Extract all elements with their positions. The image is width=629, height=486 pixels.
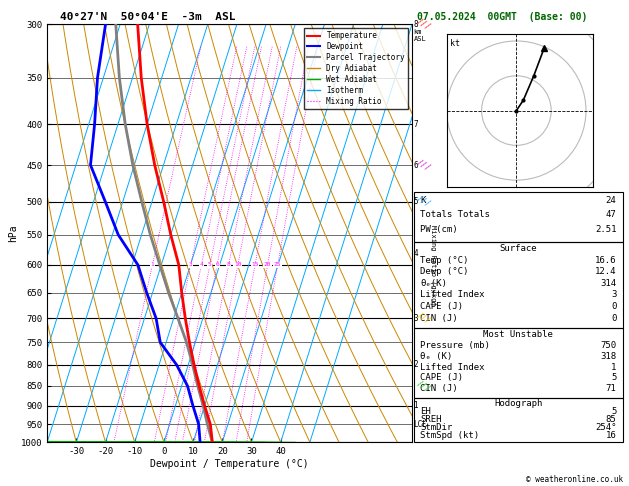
Text: CIN (J): CIN (J): [420, 313, 458, 323]
Text: K: K: [420, 196, 426, 205]
Text: 8: 8: [226, 262, 230, 267]
Text: θₑ(K): θₑ(K): [420, 279, 447, 288]
Text: θₑ (K): θₑ (K): [420, 352, 452, 361]
Text: 15: 15: [251, 262, 259, 267]
Y-axis label: hPa: hPa: [8, 225, 18, 242]
Text: Mixing Ratio (g/kg): Mixing Ratio (g/kg): [430, 225, 436, 305]
Text: Temp (°C): Temp (°C): [420, 256, 469, 265]
Text: CAPE (J): CAPE (J): [420, 373, 463, 382]
Text: StmDir: StmDir: [420, 423, 452, 432]
Text: LCL: LCL: [413, 420, 427, 429]
Text: 47: 47: [606, 210, 616, 219]
Text: 24: 24: [606, 196, 616, 205]
Text: 5: 5: [413, 197, 418, 206]
Text: 750: 750: [600, 341, 616, 350]
Text: 1: 1: [413, 401, 418, 410]
Text: CAPE (J): CAPE (J): [420, 302, 463, 311]
Text: Totals Totals: Totals Totals: [420, 210, 490, 219]
Text: CIN (J): CIN (J): [420, 384, 458, 393]
Text: 20: 20: [264, 262, 271, 267]
Text: Lifted Index: Lifted Index: [420, 363, 485, 372]
Text: ///: ///: [415, 311, 433, 326]
Text: Dewp (°C): Dewp (°C): [420, 267, 469, 277]
Text: 3: 3: [413, 314, 418, 323]
Text: 07.05.2024  00GMT  (Base: 00): 07.05.2024 00GMT (Base: 00): [417, 12, 587, 22]
Text: 318: 318: [600, 352, 616, 361]
Text: 2.51: 2.51: [595, 225, 616, 234]
Text: 16.6: 16.6: [595, 256, 616, 265]
Text: 40°27'N  50°04'E  -3m  ASL: 40°27'N 50°04'E -3m ASL: [60, 12, 235, 22]
Text: 5: 5: [208, 262, 212, 267]
Text: 25: 25: [274, 262, 281, 267]
Text: ///: ///: [415, 378, 433, 394]
Text: 0: 0: [611, 302, 616, 311]
Text: Hodograph: Hodograph: [494, 399, 542, 408]
X-axis label: Dewpoint / Temperature (°C): Dewpoint / Temperature (°C): [150, 459, 309, 469]
Text: 0: 0: [611, 313, 616, 323]
Text: ///: ///: [415, 157, 433, 173]
Text: Most Unstable: Most Unstable: [483, 330, 554, 339]
Text: 3: 3: [189, 262, 192, 267]
Text: 12.4: 12.4: [595, 267, 616, 277]
Text: 85: 85: [606, 415, 616, 424]
Text: 1: 1: [150, 262, 154, 267]
Text: 10: 10: [234, 262, 242, 267]
Text: ///: ///: [415, 194, 433, 209]
Text: 4: 4: [413, 249, 418, 258]
Text: Pressure (mb): Pressure (mb): [420, 341, 490, 350]
Text: kt: kt: [450, 38, 460, 48]
Text: StmSpd (kt): StmSpd (kt): [420, 431, 479, 440]
Text: 8: 8: [413, 20, 418, 29]
Text: 7: 7: [413, 120, 418, 129]
Text: 314: 314: [600, 279, 616, 288]
Text: 4: 4: [199, 262, 203, 267]
Text: ///: ///: [415, 17, 433, 32]
Text: 6: 6: [413, 160, 418, 170]
Text: 6: 6: [215, 262, 219, 267]
Text: 1: 1: [611, 363, 616, 372]
Text: 71: 71: [606, 384, 616, 393]
Text: © weatheronline.co.uk: © weatheronline.co.uk: [526, 474, 623, 484]
Text: km
ASL: km ASL: [413, 29, 426, 42]
Text: Surface: Surface: [499, 244, 537, 253]
Text: Lifted Index: Lifted Index: [420, 291, 485, 299]
Text: SREH: SREH: [420, 415, 442, 424]
Text: 2: 2: [413, 360, 418, 369]
Text: 16: 16: [606, 431, 616, 440]
Text: 5: 5: [611, 407, 616, 416]
Text: 5: 5: [611, 373, 616, 382]
Text: EH: EH: [420, 407, 431, 416]
Legend: Temperature, Dewpoint, Parcel Trajectory, Dry Adiabat, Wet Adiabat, Isotherm, Mi: Temperature, Dewpoint, Parcel Trajectory…: [304, 28, 408, 109]
Text: 254°: 254°: [595, 423, 616, 432]
Text: PW (cm): PW (cm): [420, 225, 458, 234]
Text: 3: 3: [611, 291, 616, 299]
